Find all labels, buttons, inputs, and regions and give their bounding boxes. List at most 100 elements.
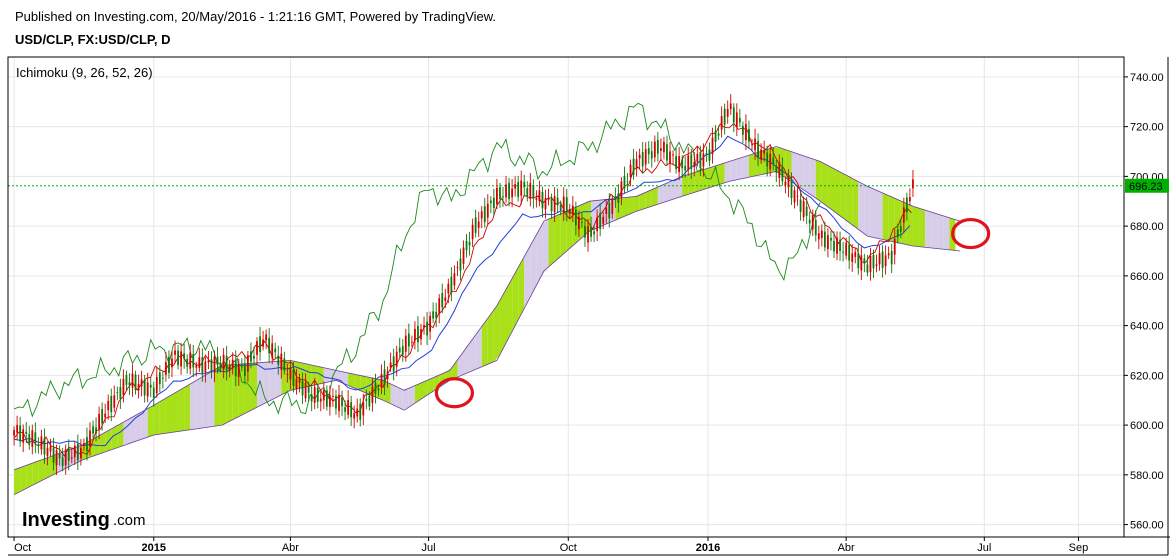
candle-body [705, 153, 708, 155]
candle-body [110, 396, 113, 413]
cloud-segment [864, 184, 871, 237]
cloud-segment [621, 197, 628, 218]
cloud-segment [147, 405, 154, 438]
candle-body [304, 382, 307, 399]
candle-body [496, 187, 498, 205]
cloud-segment [360, 375, 367, 394]
candle-body [896, 229, 899, 238]
cloud-segment [275, 361, 282, 399]
cloud-segment [257, 362, 264, 408]
candle-body [277, 355, 280, 365]
candle-body [259, 336, 261, 353]
candle-body [520, 180, 523, 196]
candle-body [690, 154, 693, 170]
cloud-segment [530, 234, 537, 297]
candle-body [52, 447, 55, 463]
candle-body [89, 430, 91, 447]
cloud-segment [821, 162, 828, 207]
candle-body [663, 141, 665, 153]
candle-body [64, 449, 67, 466]
candle-body [271, 343, 274, 358]
candle-body [760, 149, 763, 160]
cloud-segment [26, 463, 33, 489]
candle-body [131, 373, 134, 388]
candle-body [687, 155, 690, 171]
candle-body [83, 443, 85, 446]
candle-body [587, 225, 589, 243]
candle-body [617, 193, 620, 203]
candle-body [769, 153, 772, 170]
candle-body [811, 215, 814, 230]
cloud-segment [566, 208, 573, 251]
candle-body [398, 347, 401, 353]
candle-body [702, 153, 705, 167]
candle-body [656, 139, 659, 154]
candle-body [171, 358, 173, 368]
candle-body [426, 321, 428, 336]
price-tag-label: 696.23 [1129, 181, 1163, 193]
candle-body [538, 190, 541, 202]
cloud-segment [761, 149, 768, 175]
candle-body [909, 197, 911, 202]
candle-body [95, 427, 97, 434]
candle-body [578, 216, 580, 230]
cloud-segment [250, 362, 258, 411]
cloud-segment [858, 181, 865, 234]
cloud-segment [408, 385, 415, 408]
cloud-segment [852, 178, 859, 230]
candle-body [735, 112, 738, 128]
cloud-segment [506, 278, 513, 344]
candle-body [149, 384, 152, 388]
candle-body [471, 224, 474, 240]
y-tick-label: 600.00 [1130, 420, 1164, 432]
cloud-segment [220, 365, 227, 426]
candle-body [823, 231, 826, 248]
candle-body [751, 144, 753, 146]
cloud-segment [469, 334, 476, 372]
cloud-segment [44, 456, 51, 480]
cloud-segment [390, 383, 397, 407]
cloud-segment [518, 256, 525, 320]
candle-body [423, 325, 425, 328]
candle-body [535, 197, 538, 200]
candle-body [407, 333, 410, 347]
cloud-segment [499, 289, 507, 355]
plot-border [7, 56, 1125, 538]
cloud-segment [706, 166, 713, 189]
candle-body [845, 242, 848, 256]
candle-body [814, 219, 817, 236]
cloud-segment [129, 415, 136, 444]
candle-body [128, 382, 131, 386]
candle-body [745, 123, 747, 141]
candle-body [468, 241, 471, 246]
candle-body [732, 107, 735, 123]
cloud-segment [396, 386, 403, 410]
candle-body [67, 448, 70, 461]
cloud-segment [427, 377, 434, 396]
y-tick-label: 560.00 [1130, 520, 1164, 532]
candle-body [134, 374, 137, 391]
cloud-segment [159, 398, 166, 435]
cloud-segment [694, 170, 701, 193]
candle-body [766, 152, 769, 167]
candle-body [432, 311, 435, 319]
y-tick-label: 660.00 [1130, 271, 1164, 283]
published-text: Published on Investing.com, 20/May/2016 … [15, 9, 497, 24]
candle-body [790, 181, 793, 199]
candle-body [86, 437, 88, 451]
candle-body [675, 156, 677, 170]
candle-body [283, 358, 286, 371]
candle-body [49, 446, 52, 452]
candle-body [489, 200, 492, 204]
y-tick-label: 740.00 [1130, 72, 1164, 84]
candle-body [292, 369, 295, 386]
candle-body [465, 240, 468, 251]
time-axis: Oct 2015 Abr Jul Oct 2016 Abr Jul Sep [13, 537, 1088, 554]
candle-body [113, 395, 116, 408]
candle-body [265, 334, 268, 341]
cloud-segment [214, 366, 221, 427]
candle-body [368, 395, 371, 407]
cloud-segment [797, 153, 804, 190]
x-tick-label: Oct [560, 542, 577, 554]
